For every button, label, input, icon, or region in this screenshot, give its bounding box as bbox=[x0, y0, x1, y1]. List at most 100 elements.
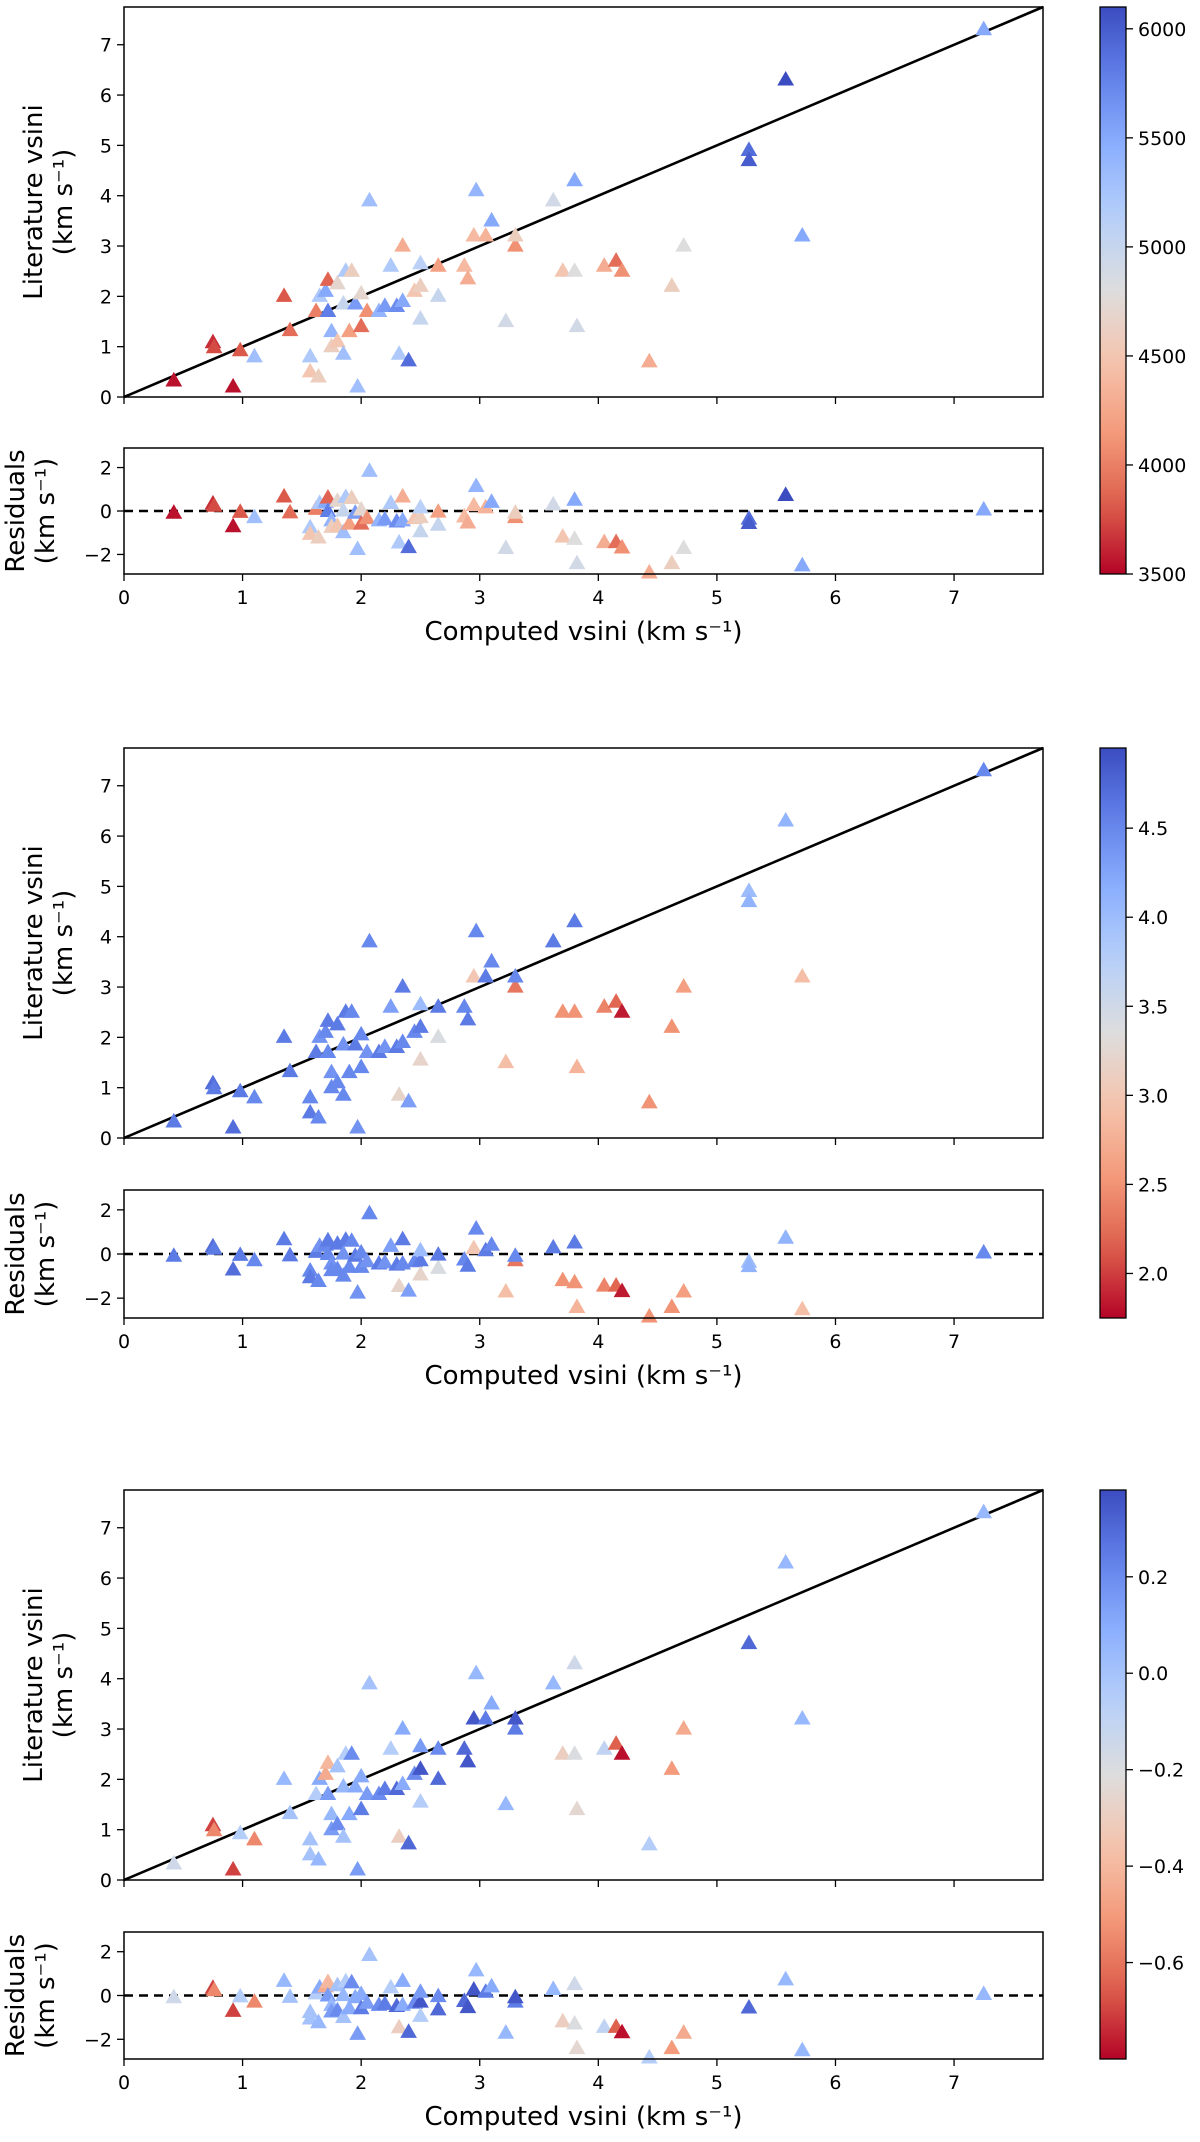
data-point bbox=[376, 1780, 394, 1795]
data-point bbox=[506, 1720, 524, 1735]
residual-point bbox=[412, 498, 429, 514]
residual-point bbox=[483, 1977, 500, 1993]
data-point bbox=[307, 302, 325, 318]
residual-point bbox=[497, 1282, 515, 1298]
residual-point bbox=[394, 1254, 412, 1270]
data-point bbox=[793, 967, 811, 983]
colorbar-tick-label: 2.0 bbox=[1138, 1263, 1168, 1285]
data-point bbox=[412, 1760, 429, 1775]
colorbar: −0.6 −0.4 −0.2 0.0 0.2 bbox=[1099, 1489, 1184, 2060]
data-point bbox=[459, 269, 477, 285]
data-point bbox=[429, 1740, 447, 1755]
residual-point bbox=[246, 1251, 263, 1267]
y-tick-label: 5 bbox=[100, 876, 112, 898]
x-tick-label: 0 bbox=[118, 587, 130, 609]
one-to-one-line bbox=[123, 5, 1044, 399]
data-point bbox=[740, 151, 758, 167]
data-point bbox=[343, 262, 361, 277]
main-axes: 0 1 2 3 4 5 6 7 Literature vsini (km s⁻¹) bbox=[19, 1488, 1044, 1892]
data-point bbox=[429, 1770, 447, 1785]
data-point bbox=[301, 1830, 319, 1846]
data-point bbox=[317, 1765, 334, 1780]
y-tick-label: 2 bbox=[100, 1200, 112, 1222]
residual-point bbox=[394, 487, 412, 503]
data-point bbox=[506, 237, 524, 252]
data-point bbox=[310, 1850, 327, 1866]
colorbar-tick-label: 6000 bbox=[1138, 19, 1186, 41]
residual-point bbox=[459, 1257, 477, 1272]
residual-point bbox=[335, 2008, 352, 2023]
data-point bbox=[349, 1860, 366, 1876]
data-point bbox=[607, 993, 625, 1008]
data-point bbox=[346, 1035, 364, 1051]
data-point bbox=[777, 811, 795, 827]
data-point bbox=[566, 1654, 583, 1670]
data-point bbox=[349, 377, 366, 393]
data-point bbox=[483, 1694, 500, 1710]
colorbar-tick-label: 5000 bbox=[1138, 237, 1186, 259]
data-point bbox=[317, 1023, 334, 1038]
data-point bbox=[566, 262, 583, 277]
data-point bbox=[497, 1053, 515, 1069]
colorbar-tick-label: 0.0 bbox=[1138, 1663, 1168, 1685]
residual-point bbox=[205, 1240, 223, 1255]
data-point bbox=[246, 1088, 263, 1104]
data-point bbox=[335, 345, 352, 360]
residual-point bbox=[429, 503, 447, 518]
data-point bbox=[554, 262, 572, 277]
x-tick-label: 5 bbox=[711, 587, 723, 609]
y-tick-label: 2 bbox=[100, 286, 112, 308]
data-point bbox=[740, 141, 758, 156]
residual-point bbox=[459, 1998, 477, 2014]
y-tick-label: 4 bbox=[100, 1669, 112, 1691]
y-tick-label: 6 bbox=[100, 826, 112, 848]
data-point bbox=[465, 967, 483, 983]
residual-point bbox=[205, 497, 223, 512]
x-tick-label: 1 bbox=[237, 2072, 249, 2094]
residual-point bbox=[224, 1260, 242, 1276]
residual-point bbox=[394, 1972, 412, 1987]
residual-point bbox=[613, 538, 631, 554]
data-point bbox=[382, 1740, 400, 1755]
data-point bbox=[301, 347, 319, 363]
y-tick-label: 0 bbox=[100, 1870, 112, 1892]
data-point bbox=[459, 1752, 477, 1768]
data-point bbox=[412, 995, 429, 1011]
data-point bbox=[613, 262, 631, 277]
data-point bbox=[465, 1709, 483, 1725]
y-tick-label: −2 bbox=[84, 1288, 112, 1310]
residual-point bbox=[429, 1259, 447, 1274]
x-tick-label: 1 bbox=[237, 1331, 249, 1353]
residual-point bbox=[675, 539, 693, 554]
data-point bbox=[544, 1674, 562, 1690]
colorbar-tick-label: 4500 bbox=[1138, 346, 1186, 368]
y-tick-label: 2 bbox=[100, 1769, 112, 1791]
data-point bbox=[740, 892, 758, 908]
data-point bbox=[281, 1062, 299, 1078]
data-point bbox=[165, 371, 183, 387]
residual-point bbox=[777, 1229, 795, 1244]
residual-point bbox=[412, 1251, 429, 1267]
data-point bbox=[412, 1018, 429, 1033]
data-point bbox=[323, 322, 340, 338]
residual-point bbox=[231, 503, 249, 518]
data-point bbox=[506, 978, 524, 993]
data-point bbox=[335, 1828, 352, 1843]
residual-point bbox=[165, 1988, 183, 2004]
residual-point bbox=[390, 2018, 408, 2034]
data-point bbox=[640, 1093, 658, 1109]
data-point bbox=[329, 1015, 346, 1031]
data-point bbox=[506, 226, 524, 242]
data-point bbox=[205, 1079, 223, 1095]
data-point bbox=[613, 1003, 631, 1018]
data-point bbox=[740, 882, 758, 897]
residual-point bbox=[335, 523, 352, 539]
data-point bbox=[394, 1720, 412, 1735]
data-point bbox=[352, 1025, 370, 1041]
residual-point bbox=[390, 1277, 408, 1293]
residual-point bbox=[335, 1245, 352, 1260]
data-point bbox=[483, 952, 500, 968]
y-tick-label: 2 bbox=[100, 1027, 112, 1049]
residual-point bbox=[343, 1232, 361, 1247]
